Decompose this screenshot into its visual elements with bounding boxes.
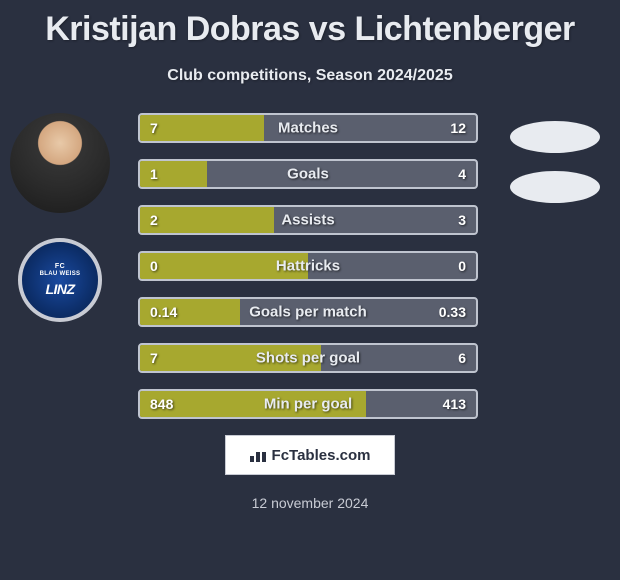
stat-bar-fill	[140, 253, 308, 279]
placeholder-blob	[510, 121, 600, 153]
subtitle: Club competitions, Season 2024/2025	[0, 67, 620, 85]
stat-value-left: 0	[150, 258, 158, 274]
stat-bar-fill	[140, 207, 274, 233]
player1-avatar	[10, 113, 110, 213]
stat-bar-fill	[140, 345, 321, 371]
stat-value-left: 848	[150, 396, 173, 412]
stat-value-left: 7	[150, 350, 158, 366]
comparison-layout: FC BLAU WEISS LINZ 712Matches14Goals23As…	[0, 113, 620, 419]
stat-value-right: 6	[458, 350, 466, 366]
stat-value-right: 0.33	[439, 304, 466, 320]
club-badge-line2: BLAU WEISS	[40, 271, 81, 278]
stat-value-left: 1	[150, 166, 158, 182]
club-badge-line1: FC	[55, 263, 65, 271]
player2-avatar-wrap: FC BLAU WEISS LINZ	[10, 238, 110, 322]
stat-bar: 712Matches	[138, 113, 478, 143]
stat-bar-fill	[140, 391, 366, 417]
stat-value-left: 7	[150, 120, 158, 136]
bar-chart-icon	[250, 448, 268, 462]
stat-bar: 00Hattricks	[138, 251, 478, 281]
stat-value-right: 3	[458, 212, 466, 228]
stat-value-right: 4	[458, 166, 466, 182]
right-avatar-placeholders	[510, 121, 600, 221]
club-badge-brand: LINZ	[45, 282, 74, 297]
stat-value-right: 0	[458, 258, 466, 274]
stat-bar: 76Shots per goal	[138, 343, 478, 373]
footer-brand-logo: FcTables.com	[225, 435, 395, 475]
stat-value-right: 12	[450, 120, 466, 136]
stat-bar-fill	[140, 115, 264, 141]
stat-value-left: 2	[150, 212, 158, 228]
player2-club-badge: FC BLAU WEISS LINZ	[18, 238, 102, 322]
stat-bar: 14Goals	[138, 159, 478, 189]
stat-value-right: 413	[443, 396, 466, 412]
page-title: Kristijan Dobras vs Lichtenberger	[0, 0, 620, 49]
comparison-bars: 712Matches14Goals23Assists00Hattricks0.1…	[138, 113, 478, 419]
stat-value-left: 0.14	[150, 304, 177, 320]
stat-bar: 848413Min per goal	[138, 389, 478, 419]
stat-bar: 23Assists	[138, 205, 478, 235]
placeholder-blob	[510, 171, 600, 203]
stat-bar: 0.140.33Goals per match	[138, 297, 478, 327]
footer-date: 12 november 2024	[0, 495, 620, 511]
footer-brand-text: FcTables.com	[272, 447, 371, 464]
player1-avatar-wrap	[10, 113, 110, 213]
